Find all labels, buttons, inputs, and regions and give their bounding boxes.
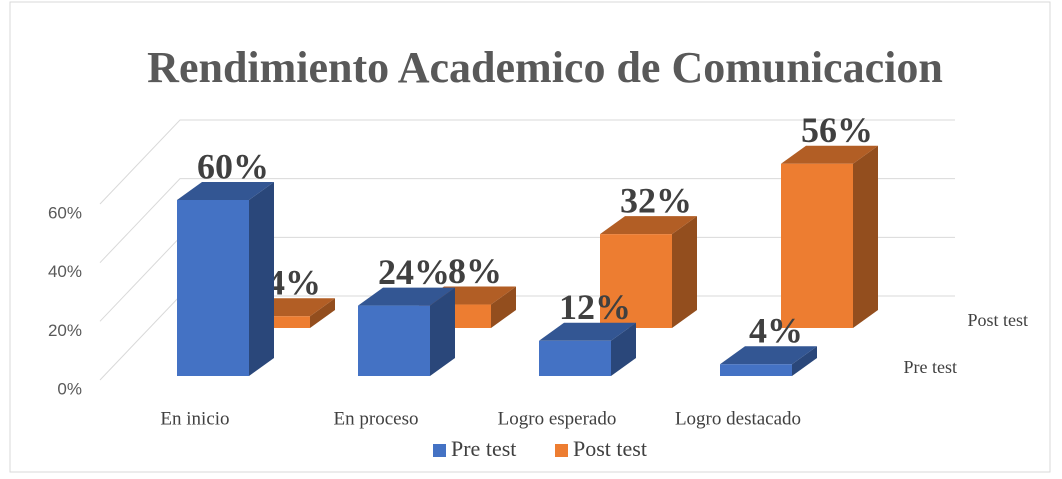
bar-front [539, 340, 611, 376]
data-label: 8% [448, 251, 502, 291]
legend-label: Post test [573, 436, 647, 461]
depth-axis-label: Post test [967, 310, 1028, 330]
bar-side [853, 145, 878, 328]
x-tick-label: Logro destacado [675, 408, 801, 429]
bar-top [358, 287, 455, 306]
data-label: 12% [559, 287, 631, 327]
bar-front [358, 305, 430, 376]
y-tick-label: 60% [48, 203, 82, 222]
legend-label: Pre test [451, 436, 516, 461]
bar-front [177, 200, 249, 376]
bar-front [781, 163, 853, 328]
bar-side [611, 322, 636, 376]
legend-swatch [555, 444, 568, 457]
y-tick-label: 0% [57, 379, 82, 398]
grid-line [99, 119, 955, 205]
legend-swatch [433, 444, 446, 457]
y-tick-label: 20% [48, 321, 82, 340]
data-label: 32% [620, 180, 692, 220]
bar [781, 145, 878, 328]
bar [720, 346, 817, 376]
bar-side [310, 298, 335, 328]
bar-top [177, 182, 274, 200]
bar [600, 216, 697, 328]
bar-side [430, 287, 455, 376]
data-label: 24% [378, 252, 450, 292]
grid-line [99, 178, 955, 264]
bar-side [249, 182, 274, 376]
y-tick-label: 40% [48, 262, 82, 281]
chart-title: Rendimiento Academico de Comunicacion [147, 43, 943, 92]
bar-side [672, 216, 697, 328]
bar-side [491, 286, 516, 328]
bar-front [720, 364, 792, 376]
bar [177, 182, 274, 376]
bar-top [539, 322, 636, 341]
bar-side [792, 346, 817, 376]
x-tick-label: En proceso [334, 408, 419, 429]
data-label: 60% [197, 146, 269, 186]
bar-top [781, 145, 878, 164]
data-label: 56% [801, 110, 873, 150]
bar-top [720, 346, 817, 365]
bar [358, 287, 455, 376]
data-label: 4% [267, 263, 321, 303]
x-tick-label: Logro esperado [498, 408, 617, 429]
bar-top [600, 216, 697, 235]
bar-front [600, 234, 672, 328]
depth-axis-label: Pre test [904, 357, 958, 377]
x-tick-label: En inicio [160, 408, 229, 429]
bar [539, 322, 636, 376]
data-label: 4% [749, 311, 803, 351]
